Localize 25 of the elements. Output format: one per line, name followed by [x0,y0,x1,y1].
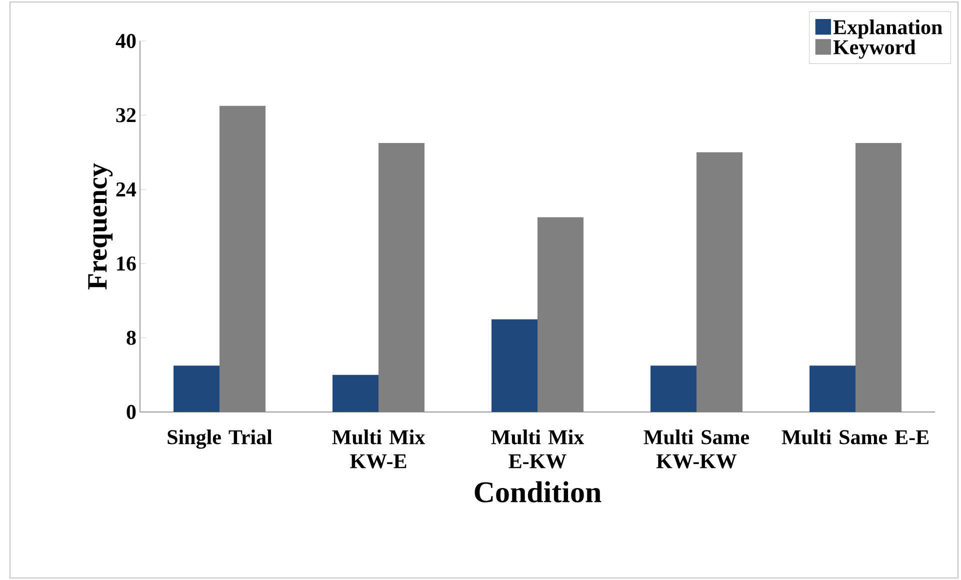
x-tick-label: Multi Same KW-KW [644,430,750,468]
x-tick-label: Single Trial [168,430,272,449]
bar [220,106,266,412]
bar [696,152,743,412]
legend-label: Keyword [833,40,916,59]
x-tick-label: Multi Same E-E [782,430,928,444]
legend-label: Explanation [833,20,942,39]
y-tick-label: 24 [116,182,136,196]
y-tick-label: 40 [116,34,136,48]
bar [492,319,538,412]
bar [174,366,220,412]
x-tick-label: Multi Mix E-KW [491,430,584,468]
y-tick-label: 0 [126,404,136,420]
y-tick-label: 16 [117,256,136,271]
bar [538,217,584,412]
x-tick-label: Multi Mix KW-E [332,430,426,468]
y-tick-label: 8 [126,330,136,345]
y-axis-title: Frequency [88,163,113,290]
bar [856,143,902,412]
bar [332,374,379,412]
y-tick-label: 32 [116,108,136,122]
bar [378,143,425,412]
bar [810,366,856,412]
bar [650,366,697,412]
x-axis-title: Condition [474,481,602,502]
